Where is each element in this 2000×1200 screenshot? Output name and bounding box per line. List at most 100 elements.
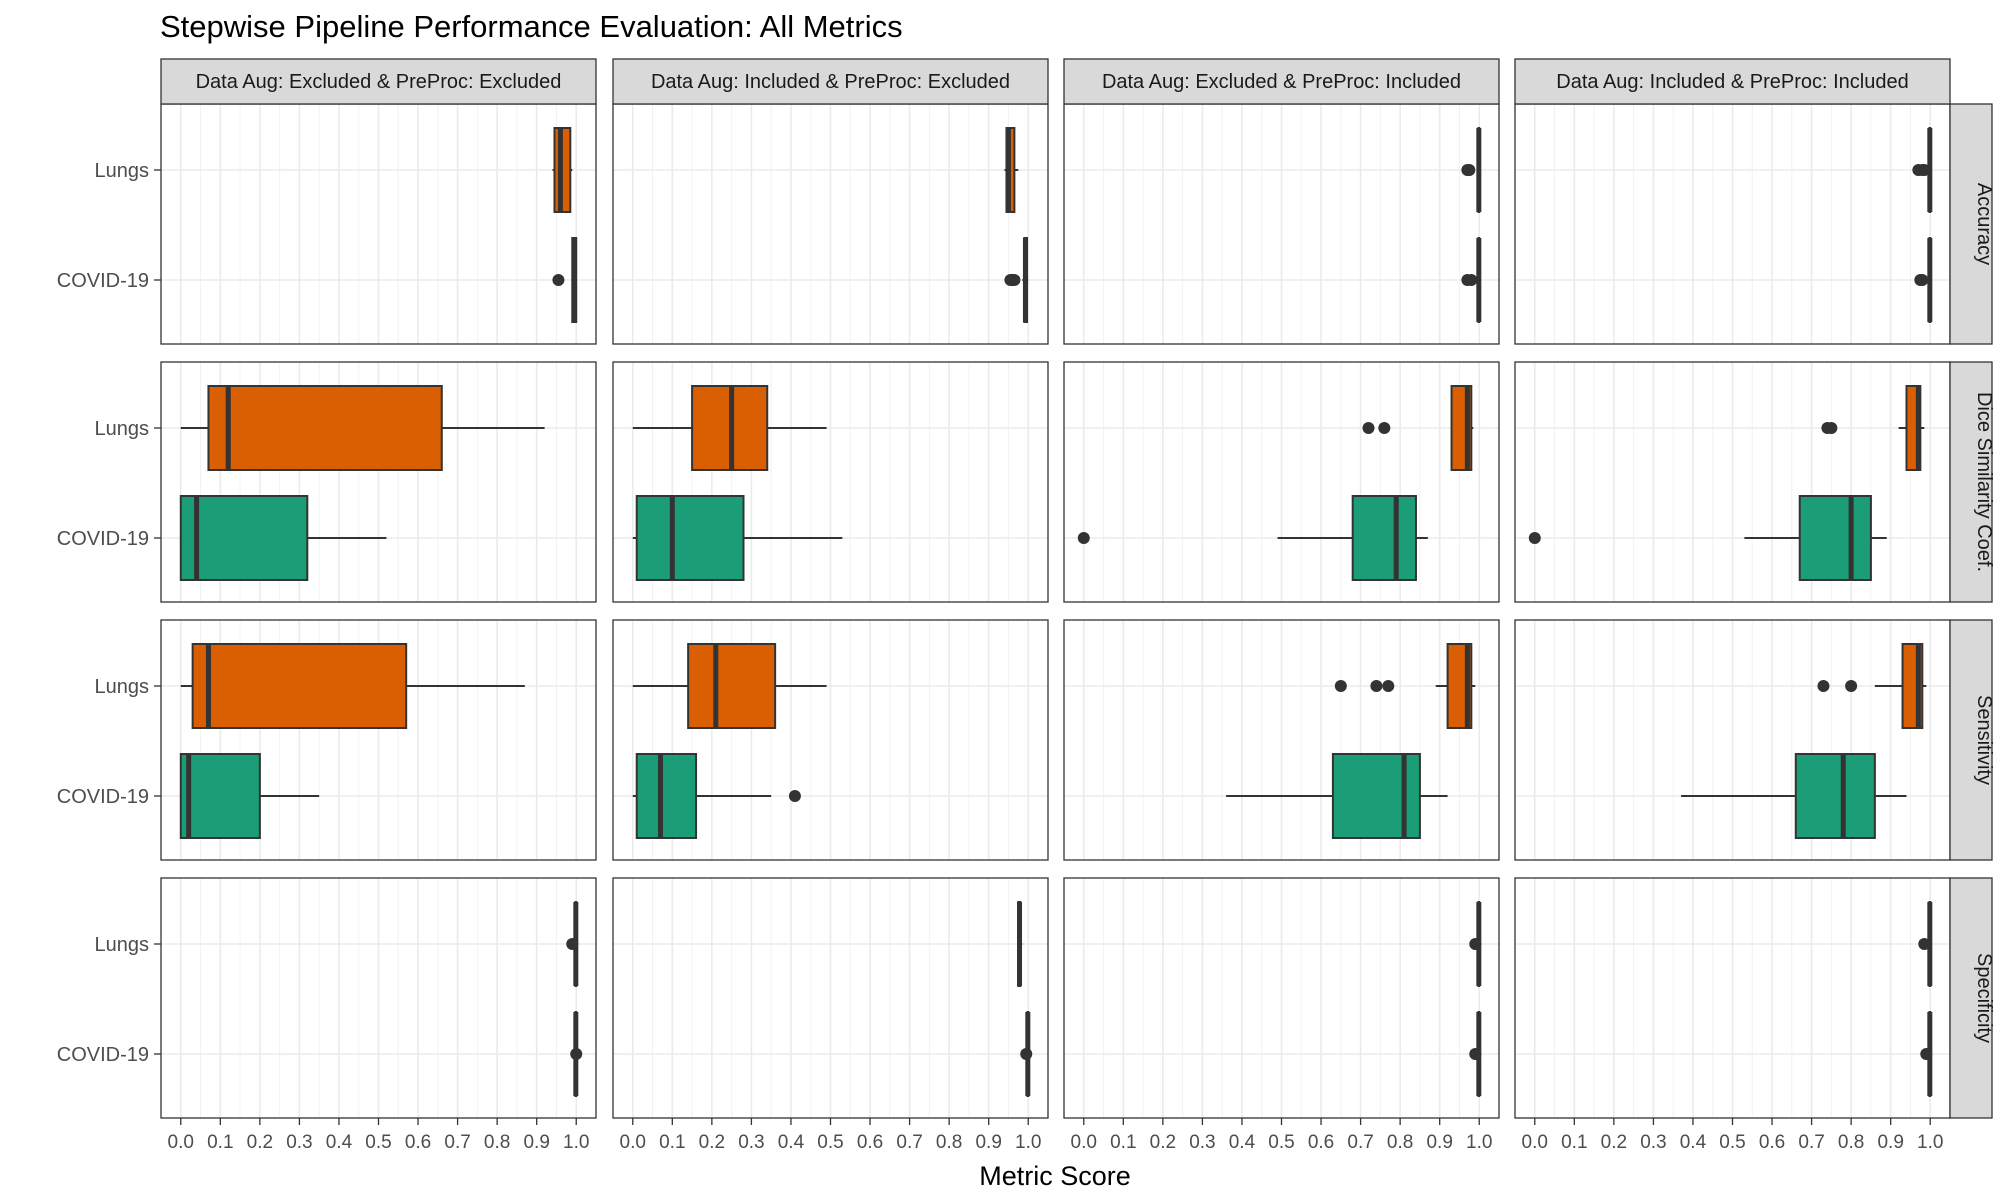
x-tick-label: 0.0 — [168, 1132, 194, 1153]
y-tick-label: COVID-19 — [57, 1044, 149, 1066]
x-tick-label: 0.7 — [1347, 1132, 1373, 1153]
x-tick-label: 0.3 — [1189, 1132, 1215, 1153]
box-covid-19 — [570, 1011, 583, 1097]
facet-strip-column — [1063, 58, 1500, 105]
x-tick-label: 0.5 — [817, 1132, 843, 1153]
panel-border — [160, 361, 597, 603]
outlier-point — [1382, 680, 1395, 692]
x-tick-label: 0.6 — [1308, 1132, 1334, 1153]
box-lungs — [1821, 385, 1925, 471]
facet-row-label: Dice Similarity Coef. — [1973, 392, 1995, 572]
box-iqr — [687, 643, 777, 729]
facet-panel — [612, 877, 1049, 1119]
x-tick-label: 0.6 — [405, 1132, 431, 1153]
x-tick-label: 0.9 — [523, 1132, 549, 1153]
x-tick-label: 0.7 — [444, 1132, 470, 1153]
box-lungs — [1017, 901, 1023, 987]
x-tick-label: 0.0 — [1071, 1132, 1097, 1153]
outlier-point — [1465, 274, 1478, 286]
box-iqr — [635, 753, 698, 839]
outlier-point — [788, 790, 801, 802]
facet-panel — [1063, 877, 1500, 1119]
outlier-point — [1077, 532, 1090, 544]
x-tick-label: 0.0 — [620, 1132, 646, 1153]
outlier-point — [1378, 422, 1391, 434]
x-tick-label: 0.3 — [1640, 1132, 1666, 1153]
box-lungs — [1004, 127, 1019, 213]
box-covid-19 — [1920, 1011, 1933, 1097]
outlier-point — [1825, 422, 1838, 434]
box-covid-19 — [179, 753, 320, 839]
outlier-point — [1916, 274, 1929, 286]
facet-row-label: Accuracy — [1973, 183, 1995, 265]
box-iqr — [1331, 753, 1421, 839]
box-lungs — [1461, 127, 1482, 213]
x-tick-label: 0.9 — [1426, 1132, 1452, 1153]
box-iqr — [191, 643, 408, 729]
box-lungs — [552, 127, 573, 213]
x-tick-label: 0.6 — [1759, 1132, 1785, 1153]
x-tick-label: 0.1 — [207, 1132, 233, 1153]
y-tick-label: Lungs — [95, 934, 150, 956]
box-covid-19 — [1020, 1011, 1033, 1097]
outlier-point — [566, 938, 579, 950]
x-tick-label: 0.3 — [738, 1132, 764, 1153]
x-tick-label: 0.5 — [365, 1132, 391, 1153]
y-tick-label: Lungs — [95, 160, 150, 182]
facet-panel — [1514, 361, 1951, 603]
x-tick-label: 0.0 — [1522, 1132, 1548, 1153]
outlier-point — [1334, 680, 1347, 692]
box-covid-19 — [1461, 237, 1482, 323]
facet-panel — [1514, 877, 1951, 1119]
box-covid-19 — [552, 237, 578, 323]
outlier-point — [1463, 164, 1476, 176]
panel-border — [612, 361, 1049, 603]
outlier-point — [1370, 680, 1383, 692]
facet-panel — [160, 103, 597, 345]
facet-panel — [160, 619, 597, 861]
x-tick-label: 0.5 — [1719, 1132, 1745, 1153]
box-lungs — [1918, 901, 1933, 987]
facet-column-label: Data Aug: Included & PreProc: Included — [1556, 71, 1908, 93]
outlier-point — [1362, 422, 1375, 434]
box-iqr — [1351, 495, 1417, 581]
x-axis-title: Metric Score — [979, 1161, 1131, 1191]
facet-panel — [1063, 619, 1500, 861]
panel-border — [1063, 619, 1500, 861]
x-tick-label: 0.4 — [326, 1132, 353, 1153]
x-tick-label: 0.7 — [1798, 1132, 1824, 1153]
facet-strip-row — [1949, 619, 1993, 861]
box-iqr — [1798, 495, 1872, 581]
outlier-point — [1845, 680, 1858, 692]
facet-panel — [612, 619, 1049, 861]
y-tick-label: COVID-19 — [57, 786, 149, 808]
x-tick-label: 0.8 — [1838, 1132, 1864, 1153]
box-lungs — [1817, 643, 1927, 729]
box-iqr — [179, 495, 309, 581]
y-tick-label: COVID-19 — [57, 270, 149, 292]
facet-panel — [1063, 361, 1500, 603]
box-iqr — [179, 753, 261, 839]
x-tick-label: 0.2 — [1150, 1132, 1176, 1153]
x-tick-label: 0.2 — [1601, 1132, 1627, 1153]
x-tick-label: 0.6 — [857, 1132, 883, 1153]
facet-panel — [1063, 103, 1500, 345]
facet-strip-row — [1949, 877, 1993, 1119]
box-covid-19 — [1528, 495, 1887, 581]
box-lungs — [632, 385, 827, 471]
facet-row-label: Specificity — [1973, 953, 1995, 1043]
facet-strips: Data Aug: Excluded & PreProc: Excluded Da… — [160, 58, 1995, 1119]
x-tick-label: 1.0 — [1917, 1132, 1943, 1153]
x-tick-label: 0.5 — [1268, 1132, 1294, 1153]
facet-panel — [160, 361, 597, 603]
box-iqr — [635, 495, 745, 581]
box-covid-19 — [1077, 495, 1428, 581]
outlier-point — [1920, 1048, 1933, 1060]
x-tick-label: 1.0 — [1015, 1132, 1041, 1153]
x-tick-label: 1.0 — [563, 1132, 589, 1153]
facet-panel — [612, 103, 1049, 345]
x-tick-label: 0.1 — [659, 1132, 685, 1153]
x-tick-label: 0.8 — [1387, 1132, 1413, 1153]
box-lungs — [180, 643, 525, 729]
outlier-point — [1918, 164, 1931, 176]
